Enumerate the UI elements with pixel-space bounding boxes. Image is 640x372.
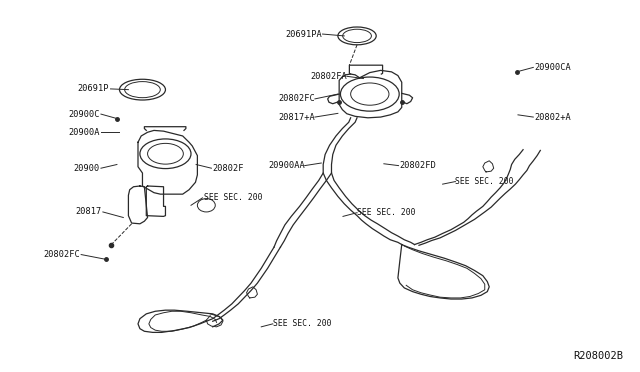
Text: 20900C: 20900C (68, 110, 100, 119)
Text: 20817: 20817 (76, 208, 102, 217)
Text: 20802F: 20802F (212, 164, 244, 173)
Text: SEE SEC. 200: SEE SEC. 200 (273, 320, 332, 328)
Text: 20900CA: 20900CA (534, 63, 572, 72)
Text: SEE SEC. 200: SEE SEC. 200 (456, 177, 514, 186)
Text: 20802FD: 20802FD (400, 161, 436, 170)
Text: 20802+A: 20802+A (534, 113, 572, 122)
Text: SEE SEC. 200: SEE SEC. 200 (204, 193, 262, 202)
Text: 20691P: 20691P (77, 84, 109, 93)
Text: R208002B: R208002B (573, 351, 623, 361)
Text: SEE SEC. 200: SEE SEC. 200 (357, 208, 415, 217)
Text: 20900: 20900 (74, 164, 100, 173)
Text: 20900AA: 20900AA (268, 161, 305, 170)
Text: 20802FA: 20802FA (310, 72, 347, 81)
Text: 20802FC: 20802FC (278, 94, 315, 103)
Text: 20802FC: 20802FC (43, 250, 80, 259)
Text: 20900A: 20900A (68, 128, 100, 137)
Text: 20691PA: 20691PA (286, 29, 323, 39)
Text: 20817+A: 20817+A (278, 113, 315, 122)
